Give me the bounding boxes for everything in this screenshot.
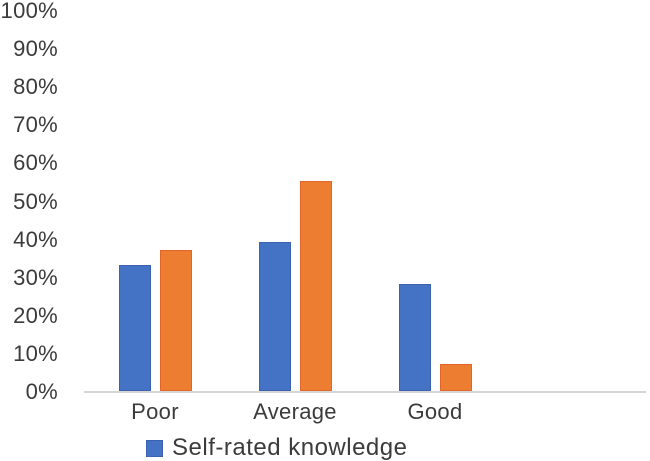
y-axis-tick-label: 50% bbox=[13, 188, 58, 214]
y-axis-tick-label: 20% bbox=[13, 302, 58, 328]
x-axis-label-average: Average bbox=[253, 399, 337, 424]
y-axis-tick-label: 10% bbox=[13, 340, 58, 366]
x-axis-label-good: Good bbox=[407, 399, 463, 424]
legend-label-self-rated-knowledge: Self-rated knowledge bbox=[172, 434, 408, 461]
y-axis-tick-label: 30% bbox=[13, 264, 58, 290]
y-axis-tick-label: 40% bbox=[13, 226, 58, 252]
y-axis-tick-label: 80% bbox=[13, 74, 58, 100]
y-axis-tick-label: 100% bbox=[0, 0, 58, 23]
y-axis-tick-label: 0% bbox=[25, 379, 58, 404]
y-axis-tick-label: 60% bbox=[13, 150, 58, 176]
y-axis-tick-label: 70% bbox=[13, 112, 58, 138]
bar-average-series-2 bbox=[299, 181, 332, 391]
bar-poor-series-1 bbox=[118, 265, 151, 391]
bar-poor-series-2 bbox=[159, 250, 192, 391]
legend-marker-self-rated-knowledge bbox=[146, 439, 163, 457]
bar-good-series-2 bbox=[439, 364, 472, 391]
y-axis-tick-label: 90% bbox=[13, 36, 58, 62]
x-axis-label-poor: Poor bbox=[131, 399, 179, 424]
x-axis-line bbox=[84, 391, 646, 393]
bar-good-series-1 bbox=[398, 284, 431, 391]
bar-average-series-1 bbox=[258, 242, 291, 391]
legend: Self-rated knowledge bbox=[146, 434, 407, 461]
